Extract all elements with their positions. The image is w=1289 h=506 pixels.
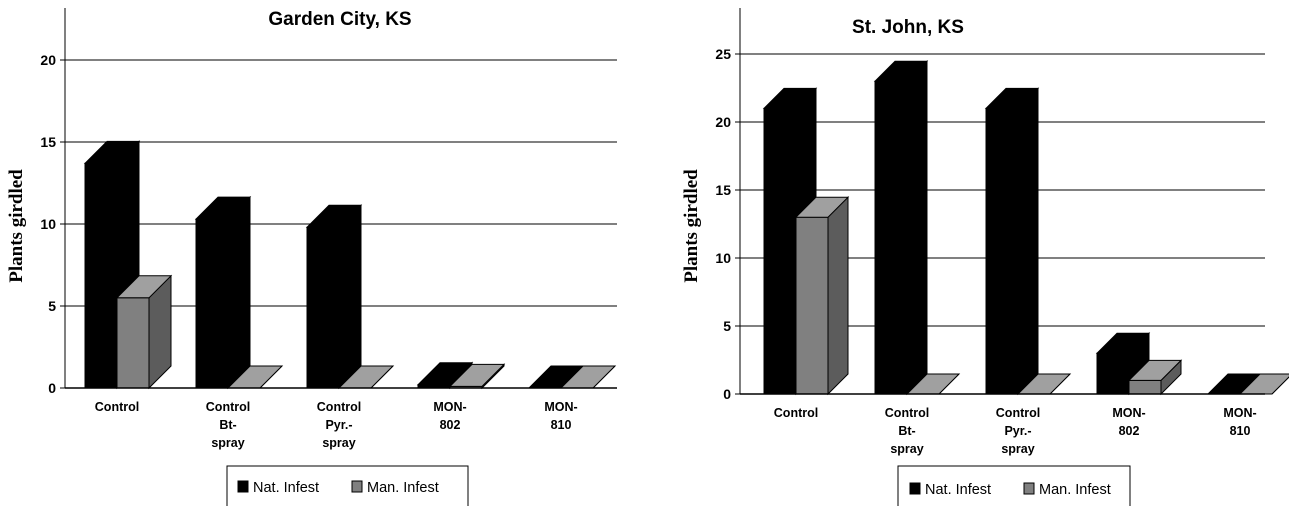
bar-front — [116, 297, 150, 389]
x-tick-label: Control Bt-spray — [206, 400, 250, 450]
x-tick-label: Control — [95, 400, 139, 414]
x-tick-label: MON- 802 — [1112, 406, 1145, 438]
bar-top — [448, 363, 506, 387]
bar-side — [1017, 87, 1039, 396]
x-tick-label: MON- 802 — [433, 400, 466, 432]
x-tick-label-line: Control — [317, 400, 361, 414]
x-tick-label-line: Control — [996, 406, 1040, 420]
chart-title: Garden City, KS — [268, 9, 411, 30]
y-tick-label: 20 — [40, 52, 56, 68]
y-tick-label: 20 — [715, 114, 731, 130]
x-tick-label-line: Control — [885, 406, 929, 420]
y-tick-label: 5 — [48, 298, 56, 314]
legend-swatch — [1023, 482, 1035, 495]
bar-top — [83, 140, 141, 164]
bar-front — [1096, 352, 1130, 395]
y-axis-label: Plants girdled — [6, 169, 27, 283]
legend-label: Nat. Infest — [253, 480, 319, 496]
legend-swatch — [351, 480, 363, 493]
bar-nat-infest-3 — [984, 87, 1040, 396]
bar-side — [827, 195, 849, 396]
y-tick-label: 0 — [723, 386, 731, 402]
x-tick-label-line: 810 — [1230, 424, 1251, 438]
legend-label: Man. Infest — [367, 480, 439, 496]
bar-front — [306, 226, 340, 389]
bar-nat-infest-2 — [194, 195, 252, 390]
bar-front — [1128, 379, 1162, 395]
bar-top — [794, 196, 850, 218]
y-tick-label: 0 — [48, 380, 56, 396]
legend: Nat. Infest Man. Infest — [897, 465, 1131, 506]
bar-top — [984, 87, 1040, 109]
bar-front — [795, 216, 829, 395]
bar-top — [305, 204, 363, 228]
x-tick-label: MON- 810 — [1223, 406, 1256, 438]
x-tick-label-line: Control — [95, 400, 139, 414]
y-tick-label: 25 — [715, 46, 731, 62]
bar-top — [416, 362, 474, 386]
y-tick-label: 5 — [723, 318, 731, 334]
y-axis-label: Plants girdled — [681, 169, 702, 283]
bar-top — [762, 87, 818, 109]
x-tick-label-line: Control — [206, 400, 250, 414]
bar-top — [1095, 332, 1151, 354]
chart-panel-2: St. John, KS Plants girdled 0 5 10 15 20 25 Cont… — [681, 8, 1289, 506]
bar-nat-infest-2 — [873, 59, 929, 396]
bar-front — [763, 107, 797, 395]
bar-top — [115, 275, 173, 299]
bar-front — [195, 218, 229, 389]
x-tick-label-line: MON- — [433, 400, 466, 414]
y-tick-label: 15 — [40, 134, 56, 150]
bar-front — [985, 107, 1019, 395]
chart-title: St. John, KS — [852, 17, 964, 38]
x-tick-label-line: Control — [774, 406, 818, 420]
bar-man-infest-1 — [794, 195, 850, 396]
bar-side — [227, 195, 251, 390]
bar-top — [194, 196, 252, 220]
x-tick-label-line: spray — [211, 436, 244, 450]
x-tick-label-line: Bt- — [219, 418, 236, 432]
legend-box — [897, 465, 1131, 506]
bar-side — [906, 59, 928, 396]
bar-front — [874, 80, 908, 395]
x-tick-label-line: 802 — [440, 418, 461, 432]
legend-box — [226, 465, 469, 506]
x-tick-label-line: spray — [322, 436, 355, 450]
legend-label: Man. Infest — [1039, 482, 1111, 498]
x-tick-label-line: Bt- — [898, 424, 915, 438]
x-tick-label: Control Pyr.- spray — [317, 400, 361, 450]
bar-man-infest-4 — [1127, 359, 1183, 396]
y-tick-label: 15 — [715, 182, 731, 198]
legend: Nat. Infest Man. Infest — [226, 465, 469, 506]
x-tick-label: Control Bt-spray — [885, 406, 929, 456]
x-tick-label-line: MON- — [1112, 406, 1145, 420]
x-tick-label: MON- 810 — [544, 400, 577, 432]
bar-top — [873, 60, 929, 82]
bar-nat-infest-3 — [305, 204, 363, 390]
bar-front — [84, 162, 118, 389]
y-tick-label: 10 — [40, 216, 56, 232]
legend-swatch — [237, 480, 249, 493]
bar-side — [338, 204, 362, 390]
x-tick-label: Control — [774, 406, 818, 420]
x-tick-label: Control Pyr.- spray — [996, 406, 1040, 456]
legend-swatch — [909, 482, 921, 495]
x-tick-label-line: MON- — [544, 400, 577, 414]
y-tick-label: 10 — [715, 250, 731, 266]
legend-label: Nat. Infest — [925, 482, 991, 498]
x-tick-label-line: Pyr.- — [325, 418, 352, 432]
x-tick-label-line: spray — [1001, 442, 1034, 456]
x-tick-label-line: 802 — [1119, 424, 1140, 438]
x-tick-label-line: 810 — [551, 418, 572, 432]
x-tick-label-line: spray — [890, 442, 923, 456]
bar-top — [1127, 359, 1183, 381]
chart-panel-1: Garden City, KS Plants girdled 0 5 10 15 20 Con… — [6, 8, 617, 506]
x-tick-label-line: MON- — [1223, 406, 1256, 420]
bar-man-infest-1 — [115, 274, 173, 390]
x-tick-label-line: Pyr.- — [1004, 424, 1031, 438]
